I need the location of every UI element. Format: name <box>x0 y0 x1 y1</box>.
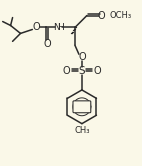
Text: O: O <box>98 11 106 21</box>
Text: H: H <box>57 23 63 32</box>
Text: S: S <box>79 66 85 76</box>
Text: O: O <box>94 66 102 76</box>
Text: O: O <box>62 66 70 76</box>
Text: O: O <box>43 39 51 49</box>
Text: Abs: Abs <box>76 104 88 110</box>
Text: CH₃: CH₃ <box>74 126 90 135</box>
Text: O: O <box>78 52 86 62</box>
FancyBboxPatch shape <box>73 101 91 113</box>
Text: N: N <box>53 23 59 32</box>
Text: O: O <box>33 22 40 33</box>
Text: OCH₃: OCH₃ <box>110 11 132 20</box>
